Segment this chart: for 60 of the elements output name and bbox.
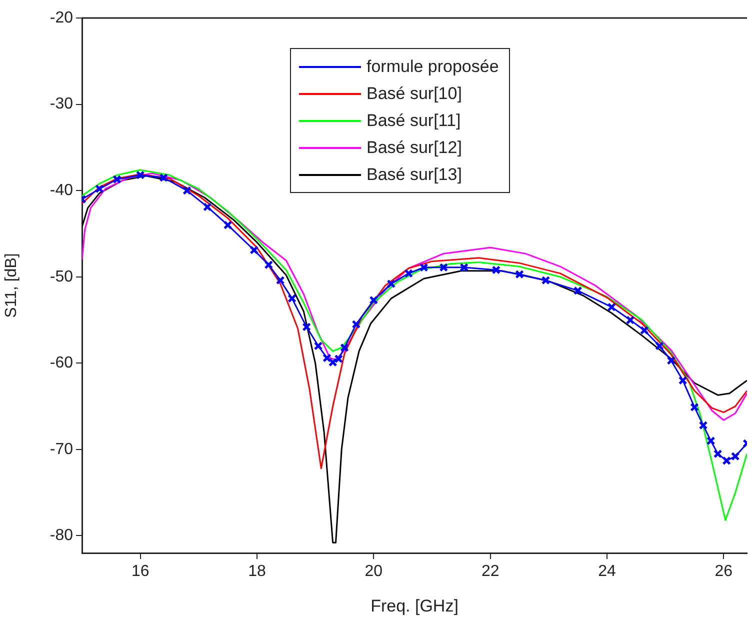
point [250,246,259,255]
point [690,402,699,412]
point [722,456,732,466]
point [626,316,635,324]
point [112,174,122,184]
y-tick-label: -70 [50,440,74,458]
point [706,436,716,446]
x-tick-label: 18 [248,563,266,580]
point [340,343,349,352]
point [264,260,274,270]
point [302,322,312,332]
point [460,262,469,272]
point [328,358,338,367]
point [288,294,296,303]
legend-label: Basé sur[13] [366,164,462,184]
point [223,220,232,230]
y-tick-label: -60 [50,354,74,372]
legend-label: Basé sur[12] [366,138,462,158]
point [713,449,722,458]
y-tick-label: -50 [50,268,74,286]
point [573,286,582,296]
y-tick-label: -20 [50,9,74,26]
point [492,266,501,274]
x-tick-label: 24 [598,563,616,580]
point [276,276,285,285]
point [655,341,664,350]
point [182,186,192,196]
point [404,268,414,278]
point [352,320,361,329]
x-axis-title: Freq. [GHz] [370,596,458,616]
point [202,202,212,212]
point [369,296,378,305]
point [439,262,448,272]
point [419,262,428,272]
y-tick-label: -40 [50,182,74,199]
point [386,279,396,288]
legend-label: formule proposée [366,56,499,76]
point [334,354,344,364]
point [314,341,323,350]
point [666,356,676,366]
x-tick-label: 20 [364,563,383,580]
point [136,170,145,180]
point [730,452,740,461]
y-tick-label: -30 [50,96,74,113]
point [678,376,688,385]
y-tick-label: -80 [50,527,74,544]
y-axis-title: S11, [dB] [3,253,20,318]
x-tick-label: 26 [714,563,733,580]
x-tick-label: 16 [131,563,150,580]
point [159,173,168,182]
legend-label: Basé sur[10] [366,84,462,104]
point [640,326,649,335]
point [95,184,104,194]
point [698,420,708,430]
point [515,270,524,279]
legend-label: Basé sur[11] [366,110,461,130]
x-tick-label: 22 [481,563,500,580]
point [541,276,550,285]
point [607,302,616,312]
point [322,354,332,362]
